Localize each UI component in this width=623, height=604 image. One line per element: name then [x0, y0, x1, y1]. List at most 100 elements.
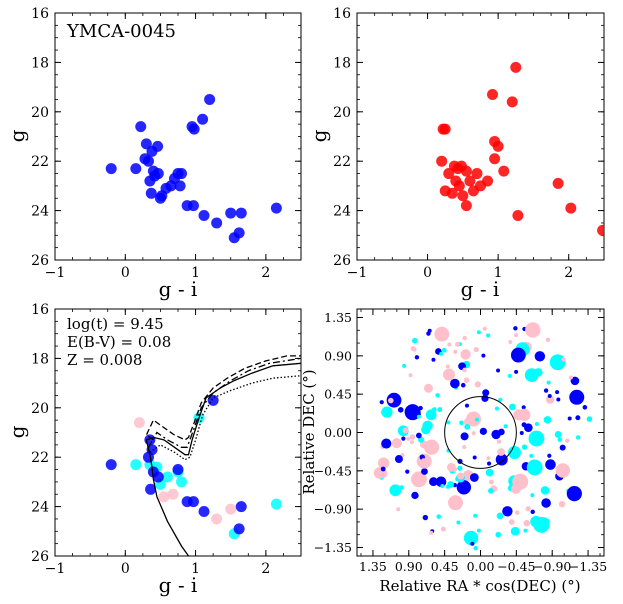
star-point [421, 468, 428, 475]
star-point [411, 491, 419, 500]
star-point [534, 368, 543, 377]
star-point [555, 463, 571, 478]
y-tick-label: 18 [31, 351, 49, 367]
data-point [512, 210, 524, 222]
isochrone-dashed [145, 355, 301, 441]
star-point [508, 339, 513, 344]
star-point [406, 436, 411, 441]
star-point [429, 477, 438, 486]
star-point [503, 424, 508, 429]
star-point [394, 455, 403, 464]
star-point [514, 333, 519, 338]
y-tick-label: 1.35 [324, 310, 352, 325]
data-point [471, 168, 483, 180]
x-tick-label: 0 [121, 265, 130, 281]
data-point [233, 227, 245, 239]
x-tick-label: 1 [191, 265, 200, 281]
x-tick-label: 2 [261, 561, 270, 577]
x-tick-label: 0.00 [467, 559, 495, 574]
y-tick-label: 24 [31, 500, 49, 516]
star-point [389, 484, 402, 497]
y-axis-label: g [5, 425, 29, 438]
star-point [570, 376, 580, 386]
star-point [439, 351, 444, 356]
data-point [233, 523, 245, 535]
star-point [464, 403, 469, 408]
data-point [565, 202, 577, 214]
star-point [469, 473, 479, 482]
annotation-ebv: E(B-V) = 0.08 [67, 333, 171, 351]
star-point [534, 351, 546, 362]
data-point [270, 202, 282, 214]
data-point [135, 121, 147, 133]
star-point [445, 364, 450, 369]
y-tick-label: 24 [31, 204, 49, 220]
x-tick-label: 0 [121, 561, 130, 577]
data-point [198, 506, 210, 518]
x-tick-label: 0.45 [431, 559, 459, 574]
star-point [457, 465, 463, 471]
data-point [167, 488, 179, 500]
y-tick-label: 20 [333, 105, 351, 121]
data-point [552, 177, 564, 189]
star-point [575, 435, 581, 440]
star-point [569, 389, 585, 405]
star-point [482, 389, 490, 397]
star-point [540, 486, 550, 495]
panel-spatial: 1.35 0.90 0.45 0.00 −0.45−0.90−1.351.350.900… [300, 308, 607, 595]
star-point [567, 416, 572, 421]
x-tick-label: 2 [564, 265, 573, 281]
x-tick-label: 1.35 [359, 559, 387, 574]
star-point [510, 526, 520, 536]
star-point [524, 423, 533, 432]
star-point [397, 407, 404, 413]
star-point [491, 429, 501, 440]
star-point [568, 375, 573, 380]
star-point [388, 397, 394, 404]
star-point [452, 466, 458, 472]
panel-cmd-isochrone: −1 0 1 2 16 18 20 22 24 26 log(t) = 9.45 E(B-V) =… [5, 302, 302, 597]
star-point [386, 392, 402, 408]
data-point [105, 459, 117, 471]
y-tick-label: −0.90 [314, 502, 352, 517]
data-point [145, 187, 157, 199]
y-tick-label: 16 [31, 6, 49, 22]
x-axis-label: g - i [159, 573, 198, 597]
x-tick-label: 0 [423, 265, 432, 281]
star-point [523, 519, 531, 527]
star-point [463, 530, 479, 546]
star-point [429, 530, 434, 535]
star-point [543, 416, 552, 424]
y-tick-label: 26 [31, 549, 49, 565]
y-tick-label: 20 [31, 105, 49, 121]
star-point [405, 469, 410, 474]
x-axis-label: g - i [461, 277, 500, 301]
star-point [508, 519, 515, 525]
star-point [456, 520, 461, 525]
data-point [130, 459, 142, 471]
y-tick-label: 0.00 [324, 425, 352, 440]
y-tick-label: 0.90 [324, 348, 352, 363]
star-point [529, 453, 534, 458]
star-point [497, 448, 505, 456]
y-tick-label: 22 [31, 154, 49, 170]
data-point [211, 513, 223, 525]
y-tick-label: 22 [333, 154, 351, 170]
star-point [533, 517, 550, 533]
data-point [506, 96, 518, 108]
star-point [473, 513, 478, 518]
star-point [434, 326, 450, 342]
star-point [513, 326, 518, 331]
star-point [448, 495, 464, 511]
star-point [496, 368, 501, 373]
star-point [381, 438, 392, 449]
star-point [416, 414, 421, 419]
star-point [431, 357, 436, 362]
data-point [235, 501, 247, 513]
x-tick-label: −1 [45, 265, 66, 281]
star-point [507, 373, 512, 379]
star-point [534, 422, 539, 427]
star-point [526, 371, 532, 376]
star-point [421, 425, 431, 435]
star-point [441, 347, 447, 353]
